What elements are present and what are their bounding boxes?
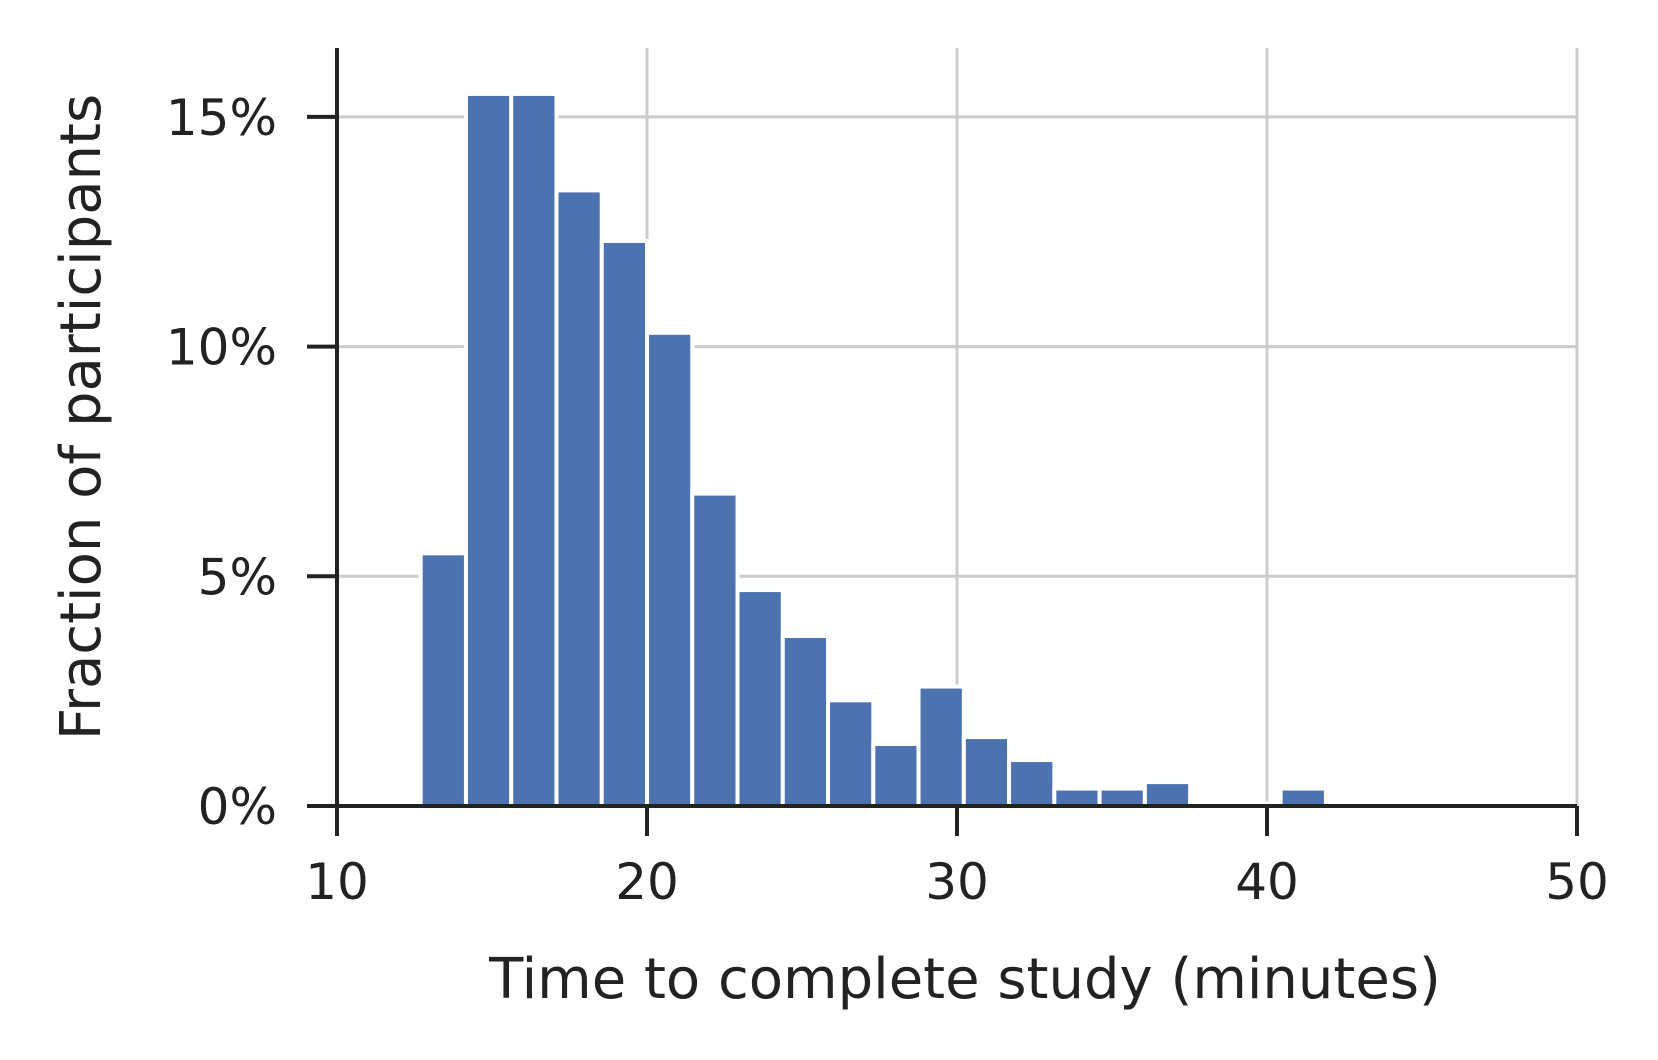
histogram-bar [509, 91, 559, 808]
histogram-bar [1097, 786, 1147, 808]
x-tick-label: 30 [925, 853, 989, 911]
histogram-bar [554, 188, 604, 809]
x-tick-label: 40 [1235, 853, 1299, 911]
x-axis-title: Time to complete study (minutes) [488, 947, 1441, 1012]
histogram-bar [645, 330, 695, 808]
histogram-bar [961, 735, 1012, 808]
histogram-bar [1007, 758, 1057, 808]
histogram-bars [418, 91, 1328, 809]
x-tick-label: 50 [1545, 853, 1609, 911]
y-axis-title: Fraction of participants [49, 94, 114, 740]
histogram-bar [735, 588, 785, 808]
histogram-bar [690, 491, 740, 808]
histogram-bar [599, 238, 649, 809]
histogram-bar [1142, 780, 1193, 808]
histogram-bar [826, 698, 876, 809]
histogram-bar [418, 551, 468, 808]
histogram-bar [780, 634, 831, 808]
histogram-bar [871, 741, 921, 808]
y-tick-label: 5% [198, 548, 277, 606]
histogram-bar [916, 684, 966, 808]
y-tick-label: 15% [166, 89, 277, 147]
histogram-bar [463, 91, 514, 808]
histogram-bar [1052, 786, 1102, 808]
y-tick-label: 10% [166, 319, 277, 377]
histogram-bar [1278, 786, 1328, 808]
x-tick-label: 10 [305, 853, 369, 911]
x-tick-label: 20 [615, 853, 679, 911]
y-tick-label: 0% [198, 778, 277, 836]
ticks: 10 20 30 40 50 0% 5% 10% 15% [166, 89, 1609, 911]
